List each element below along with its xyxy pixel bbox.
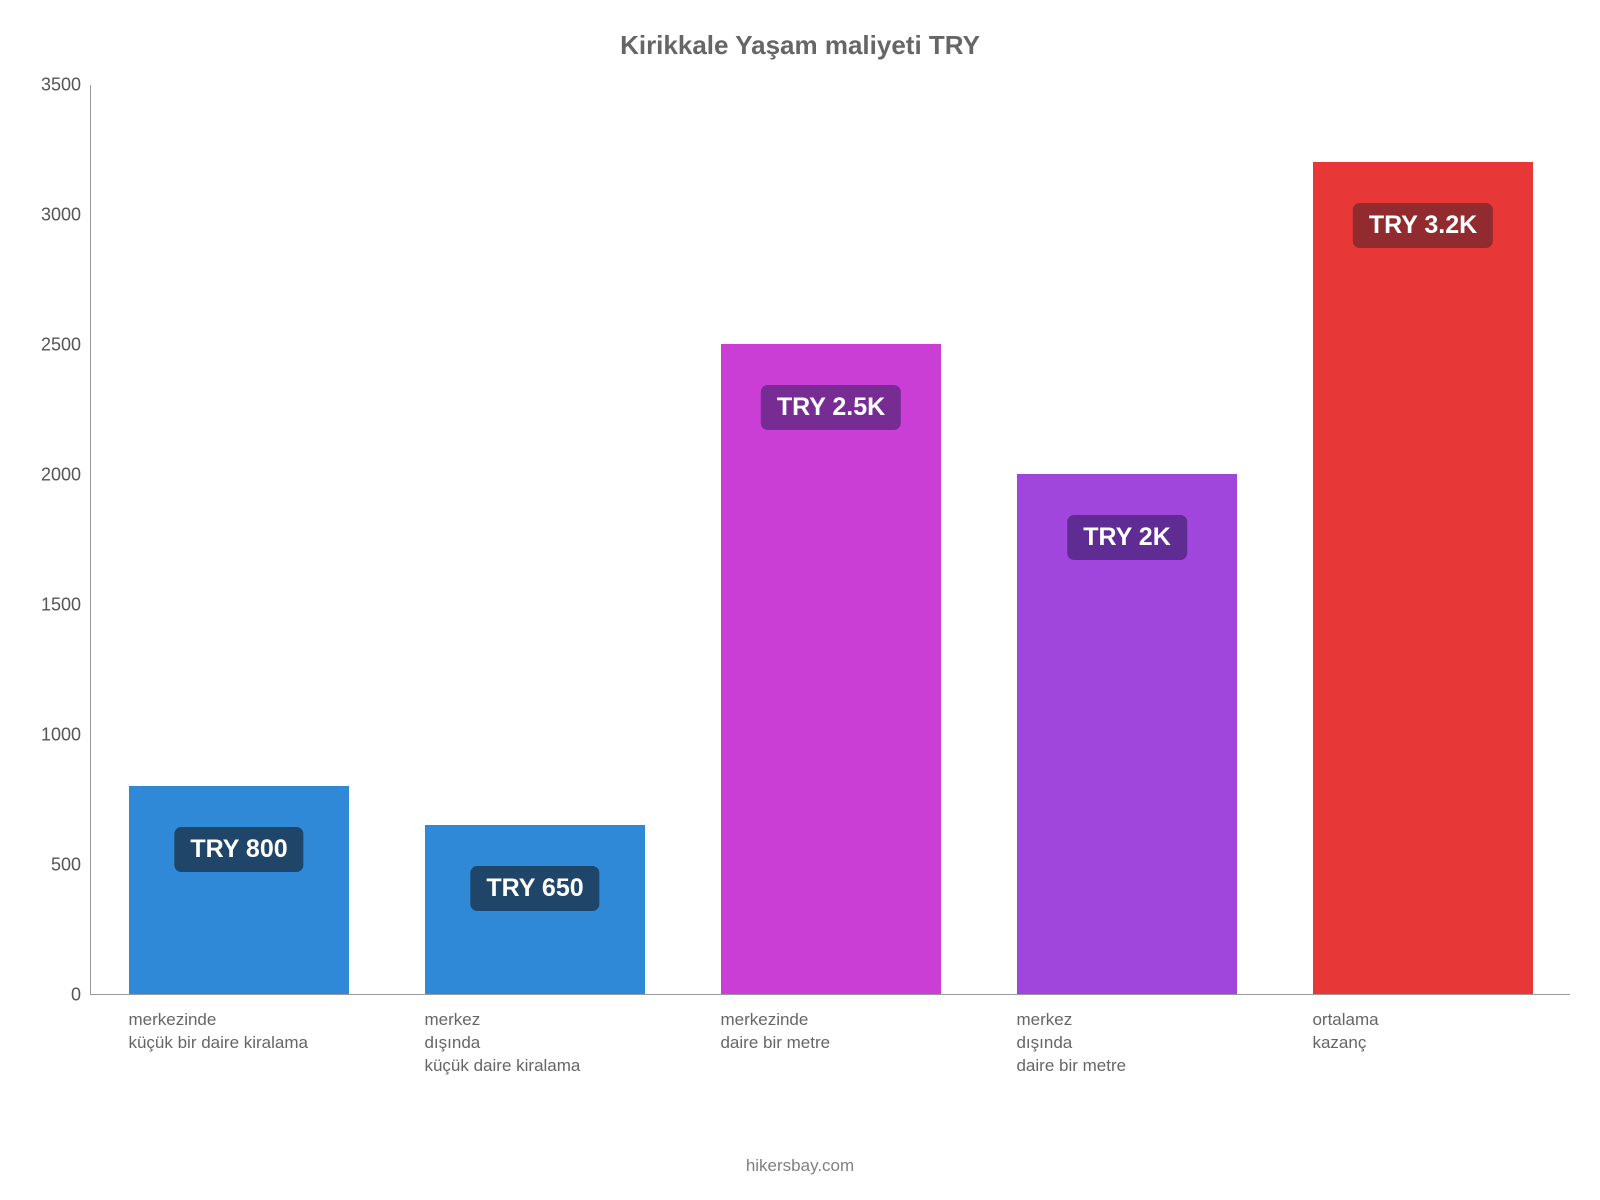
bar-value-label-rent_small_center: TRY 800 xyxy=(174,827,303,872)
x-axis-label-rent_small_center: merkezinde küçük bir daire kiralama xyxy=(128,1009,347,1055)
y-axis-tick: 500 xyxy=(51,855,91,876)
bar-value-label-price_m2_outside: TRY 2K xyxy=(1067,515,1187,560)
bar-price_m2_center xyxy=(721,344,940,994)
y-axis-tick: 1000 xyxy=(41,725,91,746)
bar-value-label-price_m2_center: TRY 2.5K xyxy=(761,385,901,430)
y-axis-tick: 0 xyxy=(71,985,91,1006)
x-axis-label-rent_small_outside: merkez dışında küçük daire kiralama xyxy=(424,1009,643,1078)
plot-area: 0500100015002000250030003500TRY 800TRY 6… xyxy=(90,85,1570,995)
bar-avg_earnings xyxy=(1313,162,1532,994)
bar-value-label-avg_earnings: TRY 3.2K xyxy=(1353,203,1493,248)
chart-credit: hikersbay.com xyxy=(0,1156,1600,1176)
cost-of-living-chart: Kirikkale Yaşam maliyeti TRY 05001000150… xyxy=(0,0,1600,1200)
x-axis-label-avg_earnings: ortalama kazanç xyxy=(1312,1009,1531,1055)
x-axis-label-price_m2_outside: merkez dışında daire bir metre xyxy=(1016,1009,1235,1078)
y-axis-tick: 2500 xyxy=(41,335,91,356)
x-axis-label-price_m2_center: merkezinde daire bir metre xyxy=(720,1009,939,1055)
chart-title: Kirikkale Yaşam maliyeti TRY xyxy=(0,30,1600,61)
bar-rent_small_center xyxy=(129,786,348,994)
y-axis-tick: 1500 xyxy=(41,595,91,616)
y-axis-tick: 2000 xyxy=(41,465,91,486)
y-axis-tick: 3500 xyxy=(41,75,91,96)
bar-value-label-rent_small_outside: TRY 650 xyxy=(470,866,599,911)
y-axis-tick: 3000 xyxy=(41,205,91,226)
